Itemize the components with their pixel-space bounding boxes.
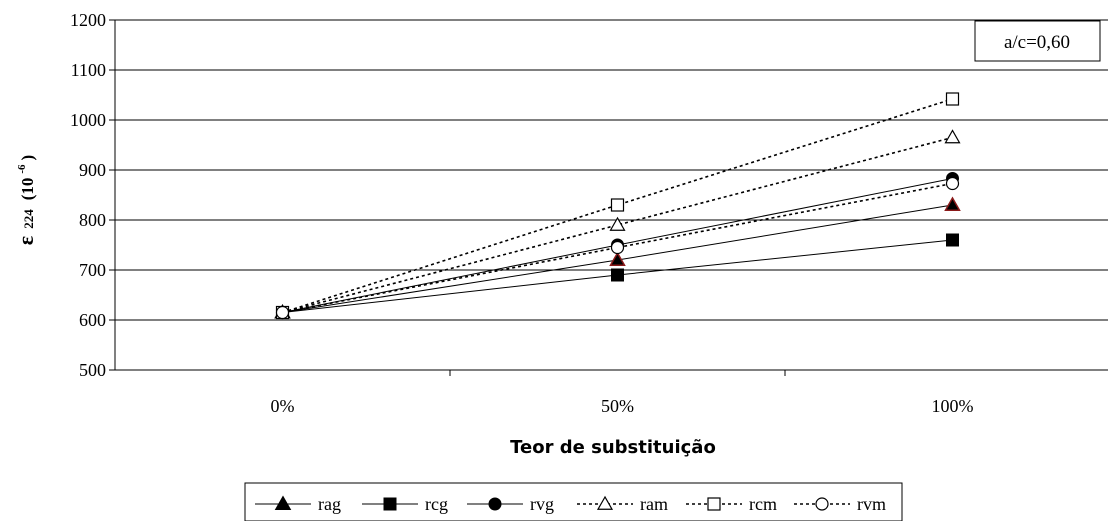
y-axis-title: ε 224 (10 -6 ) [12,155,38,245]
y-tick-label: 700 [79,260,106,280]
legend-marker [383,497,397,511]
legend: rag rcg rvg ram rcm rvm [244,482,903,521]
marker-rcg [946,233,959,247]
legend-label: rvg [530,494,554,514]
y-tick-label: 1000 [70,110,106,130]
legend-label: rcg [425,494,448,514]
y-tick-label: 600 [79,310,106,330]
legend-item-rvg: rvg [467,494,554,514]
legend-label: ram [640,494,668,514]
legend-label: rvm [857,494,886,514]
marker-rvm [610,240,625,255]
marker-rvm [275,305,290,320]
legend-marker [815,497,829,511]
legend-marker [707,497,721,511]
x-tick-label: 0% [271,396,295,416]
marker-rcm [610,198,625,212]
legend-marker [274,495,292,510]
legend-marker [488,497,502,511]
marker-ram [609,216,626,231]
annotation-box: a/c=0,60 [974,20,1101,62]
marker-ram [944,129,961,144]
legend-label: rag [318,494,341,514]
legend-item-rag: rag [255,494,341,514]
legend-item-rcm: rcm [686,494,777,514]
legend-marker [596,495,614,510]
y-tick-label: 500 [79,360,106,380]
annotation-text: a/c=0,60 [1004,32,1070,53]
y-tick-label: 900 [79,160,106,180]
legend-label: rcm [749,494,777,514]
x-tick-label: 100% [932,396,974,416]
legend-item-rcg: rcg [362,494,448,514]
y-tick-labels: 500 600 700 800 900 1000 1100 1200 [70,10,106,380]
legend-item-rvm: rvm [794,494,886,514]
x-axis-title: Teor de substituição [510,437,716,458]
x-tick-labels: 0% 50% 100% [271,396,974,416]
legend-item-ram: ram [577,494,668,514]
y-axis-unit-open: (10 [18,178,37,201]
y-tick-label: 800 [79,210,106,230]
y-axis-symbol: ε [13,236,38,245]
marker-rag [944,196,961,211]
marker-rcm [945,92,960,106]
marker-rvm [945,176,960,191]
y-axis-exponent: -6 [16,164,28,174]
x-tick-label: 50% [601,396,634,416]
y-tick-label: 1200 [70,10,106,30]
series-markers [274,92,961,320]
y-tick-label: 1100 [71,60,106,80]
y-axis-subscript: 224 [21,209,36,229]
y-axis-unit-close: ) [18,155,37,161]
axes [109,19,1108,376]
marker-rag [609,251,626,266]
marker-rcg [611,268,624,282]
series-line-ram [282,136,953,314]
